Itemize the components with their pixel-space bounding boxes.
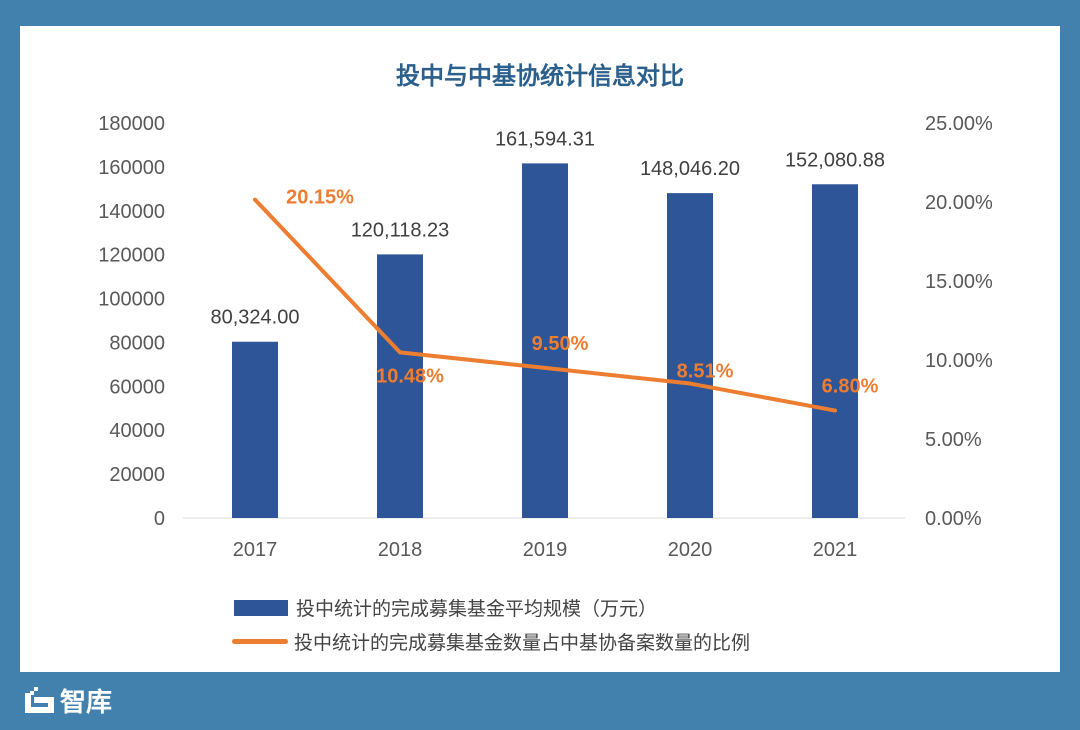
legend-swatch-bar bbox=[234, 599, 288, 616]
y-right-tick-label: 0.00% bbox=[925, 508, 982, 530]
legend-item-bar: 投中统计的完成募集基金平均规模（万元） bbox=[234, 594, 657, 621]
legend-item-line: 投中统计的完成募集基金数量占中基协备案数量的比例 bbox=[232, 628, 750, 655]
logo: 智库 bbox=[22, 682, 112, 719]
chart-title: 投中与中基协统计信息对比 bbox=[396, 62, 684, 90]
x-tick-label: 2020 bbox=[668, 539, 713, 561]
line-data-label: 10.48% bbox=[376, 365, 444, 387]
y-left-tick-label: 0 bbox=[154, 508, 165, 530]
y-right-tick-label: 10.00% bbox=[925, 350, 993, 372]
line-point bbox=[398, 350, 402, 355]
y-left-tick-label: 140000 bbox=[98, 201, 165, 223]
bar-data-label: 148,046.20 bbox=[640, 158, 740, 180]
logo-icon bbox=[25, 686, 54, 713]
bar-data-label: 152,080.88 bbox=[785, 149, 885, 171]
y-right-tick-label: 15.00% bbox=[925, 271, 993, 293]
x-tick-label: 2018 bbox=[378, 539, 423, 561]
line-data-label: 8.51% bbox=[677, 361, 734, 383]
y-right-tick-label: 5.00% bbox=[925, 429, 982, 451]
y-right-tick-label: 20.00% bbox=[925, 192, 993, 214]
line-point bbox=[253, 197, 257, 202]
x-tick-label: 2019 bbox=[523, 539, 568, 561]
y-left-tick-label: 120000 bbox=[98, 245, 165, 267]
bar bbox=[232, 341, 278, 518]
y-left-tick-label: 60000 bbox=[109, 376, 165, 398]
legend-label-line: 投中统计的完成募集基金数量占中基协备案数量的比例 bbox=[294, 632, 751, 654]
logo-text: 智库 bbox=[60, 688, 113, 718]
y-left-tick-label: 40000 bbox=[109, 420, 165, 442]
line-point bbox=[688, 381, 692, 386]
y-right-tick-label: 25.00% bbox=[925, 113, 993, 135]
line-data-label: 9.50% bbox=[532, 333, 589, 355]
y-left-tick-label: 160000 bbox=[98, 157, 165, 179]
legend-label-bar: 投中统计的完成募集基金平均规模（万元） bbox=[296, 598, 658, 620]
legend-swatch-line bbox=[232, 639, 288, 644]
bar bbox=[667, 193, 713, 518]
x-tick-label: 2021 bbox=[813, 539, 858, 561]
y-left-tick-label: 20000 bbox=[109, 464, 165, 486]
line-point bbox=[543, 365, 547, 370]
y-left-tick-label: 80000 bbox=[109, 332, 165, 354]
line-point bbox=[833, 408, 837, 413]
y-left-tick-label: 180000 bbox=[98, 113, 165, 135]
bar-data-label: 80,324.00 bbox=[211, 307, 300, 329]
y-left-tick-label: 100000 bbox=[98, 289, 165, 311]
bar bbox=[522, 163, 568, 518]
line-data-label: 20.15% bbox=[286, 187, 354, 209]
bar bbox=[812, 184, 858, 518]
bar-data-label: 161,594.31 bbox=[495, 128, 595, 150]
bar-data-label: 120,118.23 bbox=[351, 219, 450, 241]
line-data-label: 6.80% bbox=[822, 376, 879, 398]
bar bbox=[377, 254, 423, 518]
x-tick-label: 2017 bbox=[233, 539, 278, 561]
